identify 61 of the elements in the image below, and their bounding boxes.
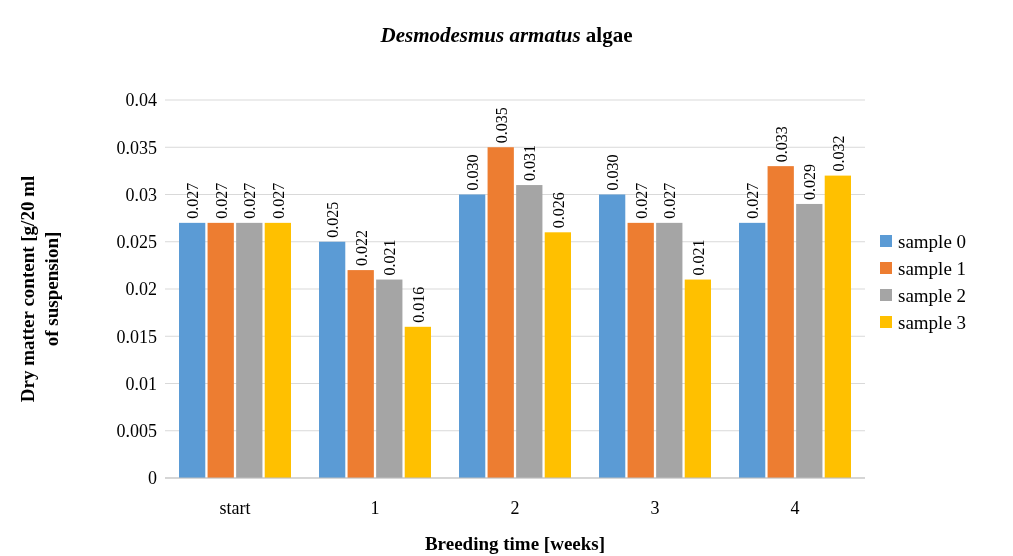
data-label: 0.027 [269, 182, 287, 219]
data-label: 0.029 [801, 163, 819, 200]
y-tick-label: 0.03 [125, 184, 157, 205]
bar [544, 232, 571, 478]
data-label: 0.027 [632, 182, 650, 219]
y-tick-label: 0.015 [116, 326, 157, 347]
data-label: 0.027 [212, 182, 230, 219]
data-label: 0.026 [549, 192, 567, 229]
data-label: 0.022 [352, 230, 370, 267]
bar [516, 185, 543, 478]
bar [459, 194, 486, 478]
bar [599, 194, 626, 478]
bar [179, 222, 206, 478]
legend-label: sample 2 [898, 284, 967, 306]
data-label: 0.027 [241, 182, 259, 219]
y-tick-label: 0.005 [116, 421, 157, 442]
bar [684, 279, 711, 478]
bar [796, 203, 823, 478]
x-tick-label: 2 [510, 498, 520, 518]
x-tick-label: 3 [650, 498, 660, 518]
data-label: 0.030 [464, 154, 482, 191]
bar [767, 166, 794, 478]
data-label: 0.032 [829, 135, 847, 172]
data-label: 0.027 [661, 182, 679, 219]
legend-label: sample 0 [898, 230, 967, 252]
bar [627, 222, 654, 478]
y-axis-title: Dry matter content [g/20 ml of suspension] [17, 175, 62, 403]
chart-title: Desmodesmus armatus algae [379, 23, 633, 47]
bar [487, 147, 514, 478]
y-tick-label: 0.025 [116, 232, 157, 253]
data-label: 0.027 [184, 182, 202, 219]
y-tick-label: 0.01 [125, 373, 157, 394]
x-axis-title: Breeding time [weeks] [424, 533, 606, 554]
data-label: 0.016 [409, 286, 427, 323]
bar [347, 270, 374, 478]
data-label: 0.027 [744, 182, 762, 219]
legend-label: sample 3 [898, 311, 967, 333]
bar [236, 222, 263, 478]
y-tick-label: 0.04 [125, 90, 157, 111]
data-label: 0.030 [604, 154, 622, 191]
legend-label: sample 1 [898, 257, 967, 279]
data-label: 0.025 [324, 201, 342, 238]
y-tick-label: 0.02 [125, 279, 157, 300]
data-label: 0.033 [772, 126, 790, 163]
y-tick-label: 0 [148, 468, 157, 489]
bar [656, 222, 683, 478]
x-tick-label: 1 [370, 498, 380, 518]
data-label: 0.035 [492, 107, 510, 144]
bar [404, 326, 431, 478]
data-label: 0.021 [689, 239, 707, 276]
data-label: 0.031 [521, 145, 539, 182]
bar [319, 241, 346, 478]
bar [824, 175, 851, 478]
bar [376, 279, 403, 478]
y-tick-label: 0.035 [116, 137, 157, 158]
bar [739, 222, 766, 478]
data-label: 0.021 [381, 239, 399, 276]
x-tick-label: 4 [790, 498, 800, 518]
x-tick-label: start [219, 498, 251, 518]
bar [207, 222, 234, 478]
bar [264, 222, 291, 478]
